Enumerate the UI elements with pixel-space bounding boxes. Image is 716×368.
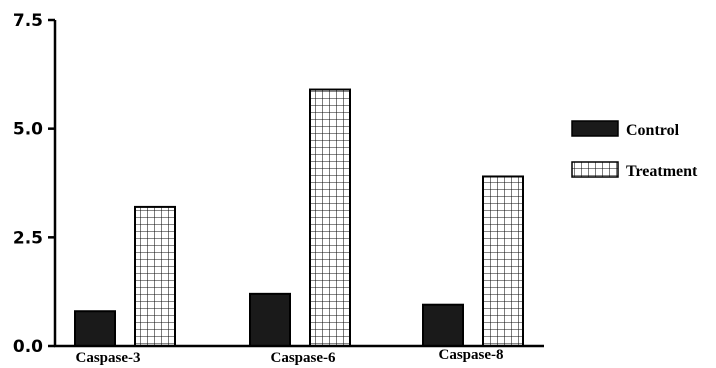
- x-category-label: Caspase-3: [75, 350, 140, 366]
- legend-label-control: Control: [626, 122, 680, 139]
- bar-treatment-caspase-6: [309, 88, 351, 348]
- legend-swatch-control: [571, 120, 619, 137]
- x-labels-group: Caspase-3 Caspase-6 Caspase-8: [75, 347, 503, 366]
- bar-treatment-caspase-8: [482, 175, 524, 347]
- y-tick-label: 2.5: [13, 228, 43, 248]
- bar-treatment-caspase-3: [134, 205, 176, 347]
- legend: Control Treatment: [571, 120, 698, 180]
- x-category-label: Caspase-6: [270, 350, 336, 366]
- bar-control-caspase-3: [74, 310, 116, 347]
- legend-label-treatment: Treatment: [626, 163, 698, 180]
- bar-control-caspase-6: [249, 292, 291, 347]
- bars-group: [74, 88, 524, 348]
- legend-swatch-treatment: [571, 161, 619, 178]
- y-ticks-group: 0.0 2.5 5.0 7.5: [13, 11, 55, 357]
- y-tick-label: 5.0: [13, 120, 43, 140]
- y-tick-label: 7.5: [13, 11, 43, 31]
- x-category-label: Caspase-8: [438, 347, 503, 363]
- bar-control-caspase-8: [422, 303, 464, 347]
- y-tick-label: 0.0: [13, 337, 43, 357]
